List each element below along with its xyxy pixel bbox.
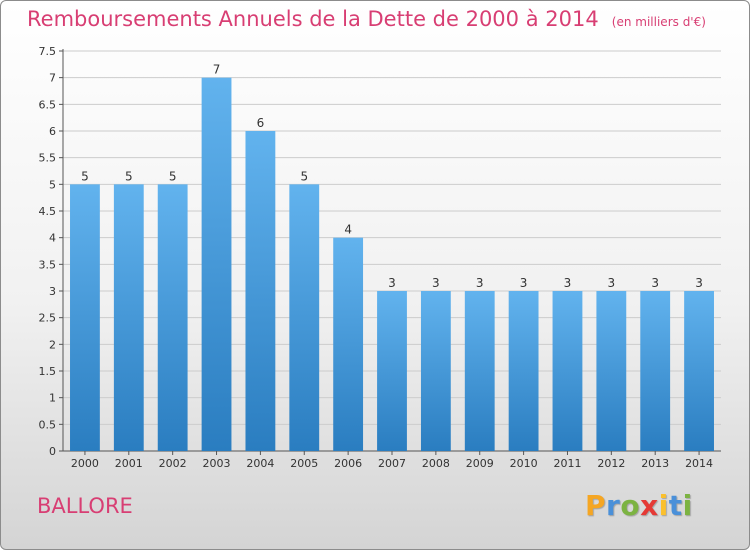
bar-2005 [289,184,320,452]
x-tick-label-2001: 2001 [115,457,143,470]
y-tick-label: 7.5 [39,45,57,58]
logo-letter: x [640,489,659,522]
chart-unit-label: (en milliers d'€) [611,15,706,29]
x-tick-label-2010: 2010 [510,457,538,470]
x-tick-label-2009: 2009 [466,457,494,470]
bar-2001 [113,184,144,452]
y-tick-label: 3.5 [39,258,57,271]
x-tick-label-2013: 2013 [641,457,669,470]
y-tick-label: 5 [49,178,56,191]
bar-2013 [640,291,671,451]
data-label-2012: 3 [608,276,616,290]
bar-2003 [201,77,232,452]
x-tick-label-2006: 2006 [334,457,362,470]
x-tick-label-2004: 2004 [246,457,274,470]
data-label-2014: 3 [695,276,703,290]
logo-letter: i [658,489,669,522]
data-label-2008: 3 [432,276,440,290]
y-tick-label: 2.5 [39,312,57,325]
x-tick-label-2011: 2011 [553,457,581,470]
data-label-2011: 3 [564,276,572,290]
x-tick-label-2000: 2000 [71,457,99,470]
y-tick-label: 0.5 [39,418,57,431]
logo-letter: P [585,489,607,522]
y-tick-label: 6.5 [39,98,57,111]
y-tick-label: 1.5 [39,365,57,378]
y-tick-label: 3 [49,285,56,298]
y-tick-label: 0 [49,445,56,458]
y-tick-label: 4.5 [39,205,57,218]
x-tick-label-2012: 2012 [597,457,625,470]
x-tick-label-2014: 2014 [685,457,713,470]
data-labels: 5 5 5 7 6 5 4 3 3 3 3 3 3 3 3 [81,63,703,290]
chart-title-block: Remboursements Annuels de la Dette de 20… [27,7,706,31]
logo-letter: o [620,489,641,522]
bar-2004 [245,131,276,451]
chart-title: Remboursements Annuels de la Dette de 20… [27,7,599,31]
data-label-2000: 5 [81,169,89,183]
x-tick-label-2008: 2008 [422,457,450,470]
y-tick-label: 6 [49,125,56,138]
logo-letter: t [668,489,683,522]
y-tick-label: 2 [49,338,56,351]
commune-name: BALLORE [37,494,133,518]
bar-2009 [464,291,495,451]
bar-2007 [377,291,407,451]
data-label-2010: 3 [520,276,528,290]
data-label-2013: 3 [651,276,659,290]
logo-letter: r [606,489,621,522]
axes: 0 0.5 1 1.5 2 2.5 3 3.5 4 4.5 5 5.5 6 6.5 7 7.5 2000 2001… [39,45,721,470]
bar-2002 [157,184,188,452]
data-label-2005: 5 [300,169,308,183]
bar-2006 [333,237,364,451]
x-tick-label-2002: 2002 [159,457,187,470]
bar-2014 [684,291,714,451]
bar-2010 [508,291,539,451]
x-tick-label-2007: 2007 [378,457,406,470]
y-tick-label: 4 [49,232,56,245]
data-label-2003: 7 [213,63,221,77]
data-label-2001: 5 [125,169,133,183]
bar-2008 [420,291,451,451]
data-label-2004: 6 [257,116,265,130]
bar-2000 [70,184,100,452]
y-tick-label: 7 [49,72,56,85]
bar-2012 [596,291,627,451]
bar-2011 [552,291,583,451]
data-label-2007: 3 [388,276,396,290]
logo-letter: i [682,489,693,522]
x-tick-label-2003: 2003 [203,457,231,470]
y-tick-label: 1 [49,392,56,405]
proxiti-logo: Proxiti [585,489,693,522]
data-label-2002: 5 [169,169,177,183]
data-label-2006: 4 [344,223,352,237]
x-tick-label-2005: 2005 [290,457,318,470]
data-label-2009: 3 [476,276,484,290]
y-tick-label: 5.5 [39,152,57,165]
bars [70,77,714,452]
